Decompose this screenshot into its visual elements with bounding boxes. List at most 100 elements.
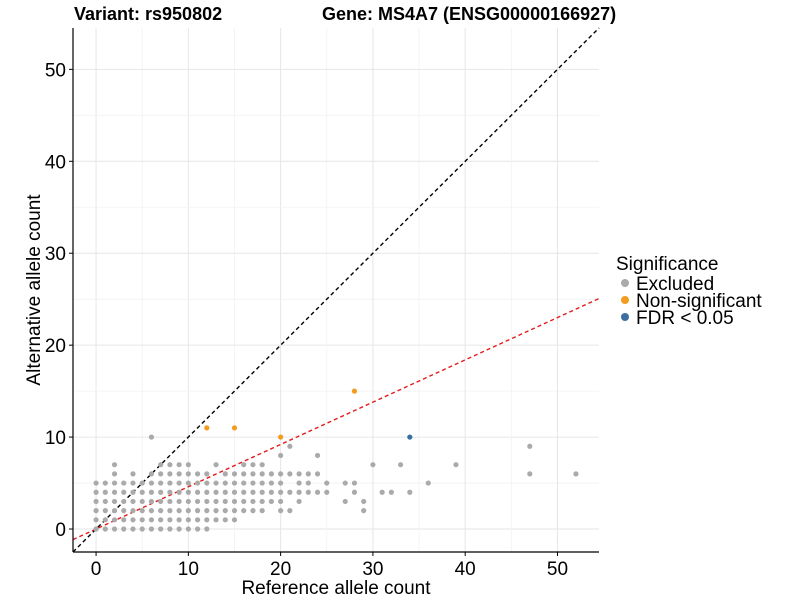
x-tick-label: 40: [455, 559, 476, 580]
point-excluded: [185, 526, 191, 532]
point-excluded: [296, 471, 302, 477]
point-excluded: [388, 489, 394, 495]
point-excluded: [148, 498, 155, 505]
point-excluded: [361, 498, 367, 505]
point-excluded: [213, 462, 219, 468]
legend-label: Excluded: [636, 274, 714, 295]
point-excluded: [167, 526, 173, 532]
point-excluded: [361, 508, 367, 514]
point-excluded: [296, 480, 302, 486]
point-excluded: [204, 489, 210, 495]
point-excluded: [102, 526, 108, 532]
point-excluded: [259, 480, 265, 486]
point-excluded: [93, 498, 99, 505]
point-excluded: [130, 489, 136, 495]
point-excluded: [176, 508, 182, 514]
point-excluded: [111, 508, 118, 514]
point-excluded: [194, 526, 201, 532]
point-excluded: [185, 489, 191, 495]
point-excluded: [111, 471, 118, 477]
x-tick-label: 0: [91, 559, 102, 580]
point-excluded: [167, 508, 173, 514]
point-excluded: [342, 480, 348, 486]
point-excluded: [130, 508, 136, 514]
y-axis-label: Alternative allele count: [24, 194, 45, 386]
point-excluded: [268, 480, 275, 486]
point-excluded: [139, 508, 145, 514]
point-excluded: [158, 480, 164, 486]
point-excluded: [130, 471, 136, 477]
y-tick-label: 30: [45, 244, 66, 265]
point-excluded: [278, 471, 284, 477]
point-excluded: [121, 480, 127, 486]
point-excluded: [185, 471, 191, 477]
point-excluded: [305, 480, 311, 486]
point-excluded: [305, 489, 311, 495]
point-excluded: [241, 471, 247, 477]
point-excluded: [121, 498, 127, 505]
point-excluded: [176, 471, 182, 477]
point-excluded: [176, 480, 182, 486]
point-excluded: [204, 508, 210, 514]
point-excluded: [167, 462, 173, 468]
point-excluded: [102, 480, 108, 486]
point-excluded: [268, 498, 275, 505]
point-excluded: [324, 480, 330, 486]
point-excluded: [250, 508, 256, 514]
point-excluded: [231, 508, 238, 514]
point-excluded: [121, 489, 127, 495]
point-excluded: [314, 452, 321, 459]
point-excluded: [130, 526, 136, 532]
point-excluded: [158, 508, 164, 514]
point-excluded: [111, 526, 118, 532]
point-excluded: [176, 489, 182, 495]
point-excluded: [241, 508, 247, 514]
point-excluded: [204, 526, 210, 532]
point-excluded: [259, 471, 265, 477]
point-excluded: [167, 489, 173, 495]
point-excluded: [158, 526, 164, 532]
point-excluded: [130, 517, 136, 523]
point-excluded: [231, 489, 238, 495]
y-tick-label: 20: [45, 336, 66, 357]
point-excluded: [268, 489, 275, 495]
point-excluded: [194, 489, 201, 495]
point-excluded: [222, 508, 228, 514]
point-excluded: [278, 498, 284, 505]
point-excluded: [130, 480, 136, 486]
legend-key: [621, 296, 629, 304]
point-excluded: [287, 489, 293, 495]
point-excluded: [158, 471, 164, 477]
point-excluded: [204, 517, 210, 523]
point-excluded: [573, 471, 579, 477]
reference-line-identity: [72, 27, 600, 553]
point-excluded: [425, 480, 431, 486]
point-excluded: [185, 517, 191, 523]
point-excluded: [250, 480, 256, 486]
x-tick-label: 10: [178, 559, 199, 580]
point-excluded: [241, 480, 247, 486]
point-excluded: [167, 471, 173, 477]
point-excluded: [176, 498, 182, 505]
point-excluded: [93, 526, 99, 532]
point-excluded: [324, 489, 330, 495]
point-excluded: [379, 489, 385, 495]
point-excluded: [351, 489, 358, 495]
point-excluded: [93, 508, 99, 514]
point-excluded: [231, 471, 238, 477]
point-excluded: [231, 517, 238, 523]
point-excluded: [93, 517, 99, 523]
point-excluded: [278, 489, 284, 495]
point-excluded: [259, 508, 265, 514]
point-excluded: [139, 480, 145, 486]
point-excluded: [194, 498, 201, 505]
point-excluded: [296, 498, 302, 505]
point-non-significant: [231, 425, 238, 431]
point-excluded: [176, 462, 182, 468]
legend-title: Significance: [616, 254, 718, 275]
point-excluded: [222, 517, 228, 523]
point-excluded: [250, 498, 256, 505]
point-excluded: [204, 480, 210, 486]
point-excluded: [139, 498, 145, 505]
point-excluded: [102, 498, 108, 505]
